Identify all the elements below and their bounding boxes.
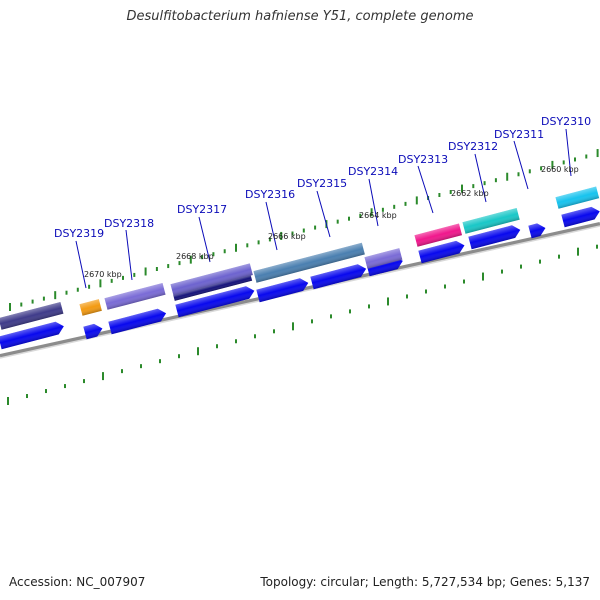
- gene-label-dsy2318[interactable]: DSY2318: [104, 217, 154, 230]
- gene-label-dsy2310[interactable]: DSY2310: [541, 115, 591, 128]
- ruler-label: 2670 kbp: [84, 270, 122, 279]
- gene-label-leaders: [75, 128, 572, 289]
- leader-line: [316, 190, 331, 238]
- feature-shading: [414, 223, 463, 247]
- ruler-label: 2668 kbp: [176, 252, 214, 261]
- feature-shading: [462, 208, 520, 234]
- feature-shading: [364, 248, 403, 269]
- feature-shading: [173, 274, 253, 301]
- feature-shading: [104, 282, 166, 310]
- cds-shading: [418, 240, 465, 264]
- leader-line: [75, 240, 87, 289]
- leader-line: [474, 153, 487, 203]
- cds-shading: [0, 321, 64, 350]
- leader-line: [368, 178, 379, 227]
- map-title: Desulfitobacterium hafniense Y51, comple…: [126, 9, 474, 24]
- gene-label-dsy2315[interactable]: DSY2315: [297, 177, 347, 190]
- backbone-shadow: [0, 225, 600, 359]
- leader-line: [565, 128, 572, 177]
- feature-shading: [79, 299, 102, 316]
- feature-shading: [555, 186, 600, 209]
- inner-tick-track: [7, 244, 598, 405]
- gene-label-dsy2312[interactable]: DSY2312: [448, 140, 498, 153]
- cds-shading: [561, 206, 600, 228]
- ruler-label: 2662 kbp: [451, 189, 489, 198]
- gene-label-dsy2319[interactable]: DSY2319: [54, 227, 104, 240]
- leader-line: [265, 201, 278, 251]
- feature-shading: [253, 242, 365, 283]
- leader-line: [417, 165, 434, 214]
- gene-label-dsy2314[interactable]: DSY2314: [348, 165, 398, 178]
- feature-shading: [170, 263, 253, 296]
- ruler-label: 2666 kbp: [268, 232, 306, 241]
- cds-shading: [83, 323, 103, 340]
- leader-line: [125, 229, 133, 281]
- leader-line: [198, 216, 211, 263]
- cds-track: [0, 206, 600, 350]
- feature-track: [0, 186, 600, 330]
- cds-shading: [256, 278, 309, 303]
- feature-shading: [0, 301, 64, 330]
- cds-shading: [310, 264, 367, 290]
- gene-label-dsy2316[interactable]: DSY2316: [245, 188, 295, 201]
- ruler-label: 2660 kbp: [541, 165, 579, 174]
- gene-label-dsy2317[interactable]: DSY2317: [177, 203, 227, 216]
- cds-shading: [108, 308, 167, 335]
- cds-shading: [468, 225, 521, 250]
- genome-summary-text: Topology: circular; Length: 5,727,534 bp…: [260, 575, 590, 589]
- cds-shading: [175, 286, 255, 318]
- accession-text: Accession: NC_007907: [9, 575, 146, 589]
- gene-label-dsy2313[interactable]: DSY2313: [398, 153, 448, 166]
- gene-label-dsy2311[interactable]: DSY2311: [494, 128, 544, 141]
- cds-shading: [528, 223, 546, 239]
- leader-line: [513, 140, 529, 190]
- ruler-label: 2664 kbp: [359, 211, 397, 220]
